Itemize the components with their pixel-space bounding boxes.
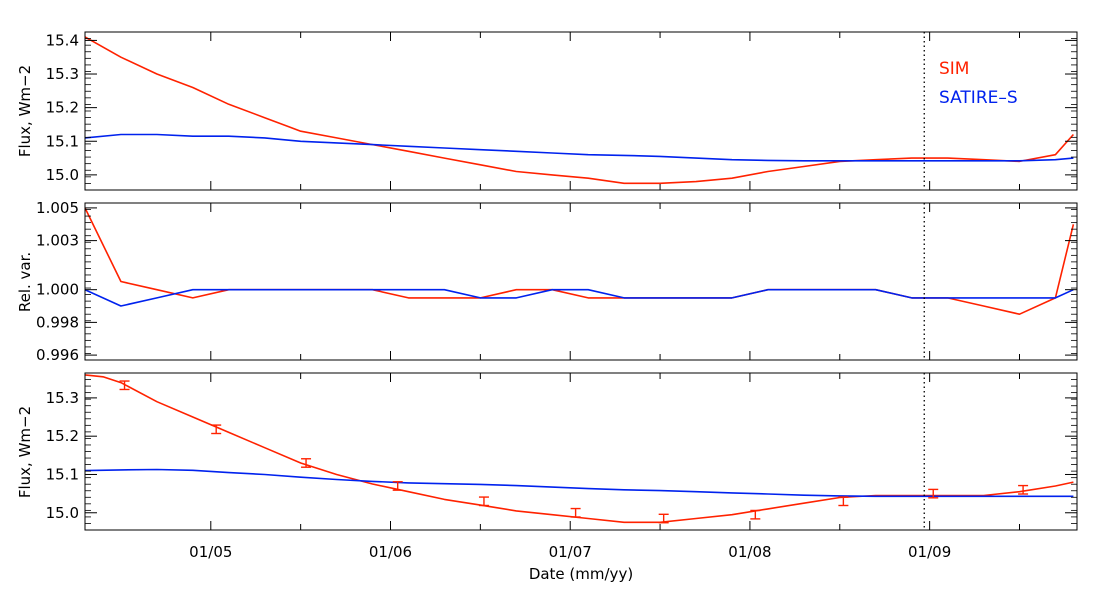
error-bar [750, 509, 761, 520]
panel-top-plot [85, 32, 1077, 190]
error-bar [928, 488, 939, 499]
error-bar [392, 481, 403, 491]
series-line-satire [85, 288, 1074, 307]
legend-satire-label: SATIRE–S [939, 88, 1018, 108]
legend-sim-label: SIM [939, 59, 969, 79]
x-tick-label: 01/05 [189, 543, 232, 561]
y-tick-label: 15.0 [46, 504, 79, 522]
panel-bottom-ytick-labels: 15.0 15.1 15.2 15.3 [46, 389, 79, 522]
series-line-satire [85, 468, 1074, 498]
error-bar [838, 496, 849, 507]
panel-top-frame [84, 31, 1078, 191]
x-tick-label: 01/08 [728, 543, 771, 561]
error-bar [1018, 484, 1029, 495]
y-tick-label: 15.4 [46, 31, 79, 49]
y-tick-label: 15.2 [46, 99, 79, 117]
panel-bottom-plot [85, 373, 1077, 530]
series-line-sim [85, 374, 1074, 524]
panel-bottom-ylabel: Flux, Wm−2 [16, 406, 34, 498]
y-tick-label: 0.998 [36, 313, 79, 331]
error-bar [301, 458, 312, 468]
panel-bottom: Flux, Wm−2 15.0 15.1 15.2 15.3 [16, 372, 1078, 531]
error-bar [478, 496, 489, 507]
y-tick-label: 15.1 [46, 465, 79, 483]
y-tick-label: 15.0 [46, 166, 79, 184]
panel-middle-plot [85, 203, 1077, 360]
panel-middle-ylabel: Rel. var. [16, 252, 34, 312]
x-tick-label: 01/07 [549, 543, 592, 561]
y-tick-label: 15.3 [46, 389, 79, 407]
y-tick-label: 0.996 [36, 346, 79, 364]
x-tick-labels: 01/05 01/06 01/07 01/08 01/09 [189, 543, 951, 561]
series-line-satire [85, 133, 1074, 162]
y-tick-label: 1.000 [36, 281, 79, 299]
x-tick-label: 01/09 [908, 543, 951, 561]
x-axis-label: Date (mm/yy) [529, 565, 633, 583]
x-tick-label: 01/06 [369, 543, 412, 561]
error-bar [570, 507, 581, 518]
panel-top-ylabel: Flux, Wm−2 [16, 65, 34, 157]
y-tick-label: 15.2 [46, 427, 79, 445]
error-bar [658, 513, 669, 524]
panel-top: Flux, Wm−2 15.0 15.1 15.2 15.3 15.4 SIM SATI… [16, 31, 1078, 191]
panel-middle: Rel. var. 0.996 0.998 1.000 1.003 1.005 [16, 199, 1078, 364]
y-tick-label: 1.005 [36, 199, 79, 217]
y-tick-label: 15.1 [46, 132, 79, 150]
y-tick-label: 15.3 [46, 65, 79, 83]
panel-bottom-frame [84, 372, 1078, 531]
y-tick-label: 1.003 [36, 232, 79, 250]
panel-middle-frame [84, 202, 1078, 361]
panel-top-ytick-labels: 15.0 15.1 15.2 15.3 15.4 [46, 31, 79, 183]
error-bar [119, 380, 130, 391]
panel-middle-ytick-labels: 0.996 0.998 1.000 1.003 1.005 [36, 199, 79, 364]
error-bar [211, 424, 222, 435]
